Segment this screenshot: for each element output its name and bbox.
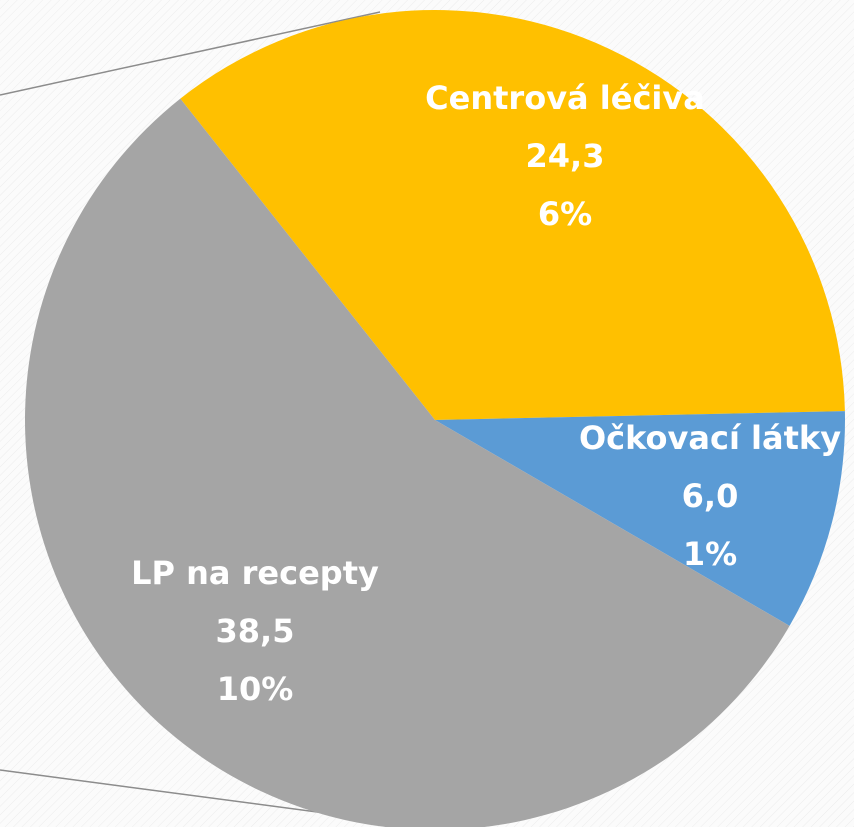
pie-slice	[25, 98, 790, 827]
slice-category-label: LP na recepty	[131, 554, 379, 592]
slice-percent-label: 6%	[538, 195, 592, 233]
slice-value-label: 24,3	[526, 137, 605, 175]
connector-line	[0, 11, 381, 96]
pie-slice	[435, 411, 845, 626]
pie-slice	[180, 9, 845, 420]
slice-value-label: 6,0	[682, 477, 739, 515]
slice-percent-label: 10%	[217, 670, 294, 708]
slice-category-label: Centrová léčiva	[425, 79, 705, 117]
pie	[25, 9, 845, 827]
slice-percent-label: 1%	[683, 535, 737, 573]
data-labels: Centrová léčiva 24,3 6% Očkovací látky 6,0 1%…	[131, 79, 841, 708]
slice-category-label: Očkovací látky	[579, 419, 841, 457]
slice-value-label: 38,5	[216, 612, 295, 650]
